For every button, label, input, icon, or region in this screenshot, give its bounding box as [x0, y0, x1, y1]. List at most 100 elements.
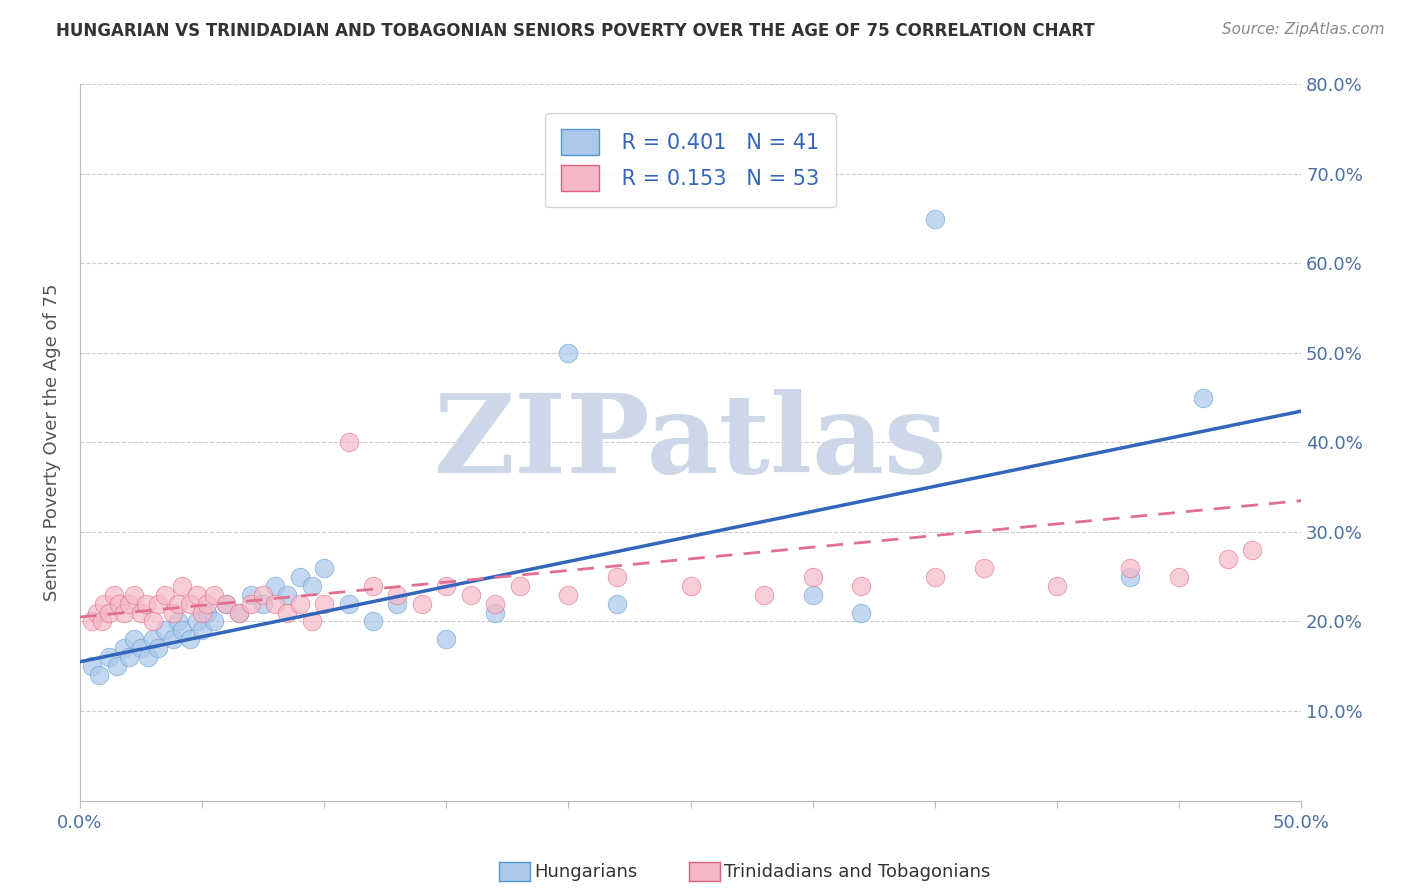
Point	[98, 606, 121, 620]
Point	[86, 606, 108, 620]
Point	[252, 597, 274, 611]
Point	[90, 615, 112, 629]
Point	[484, 597, 506, 611]
Point	[276, 588, 298, 602]
Point	[801, 570, 824, 584]
Point	[122, 588, 145, 602]
Point	[679, 579, 702, 593]
Point	[301, 579, 323, 593]
Point	[191, 606, 214, 620]
Point	[129, 641, 152, 656]
Point	[924, 570, 946, 584]
Point	[337, 597, 360, 611]
Point	[301, 615, 323, 629]
Point	[228, 606, 250, 620]
Point	[314, 561, 336, 575]
Point	[264, 597, 287, 611]
Point	[1192, 391, 1215, 405]
Point	[509, 579, 531, 593]
Point	[361, 615, 384, 629]
Point	[129, 606, 152, 620]
Point	[162, 632, 184, 647]
Point	[112, 606, 135, 620]
Point	[276, 606, 298, 620]
Point	[215, 597, 238, 611]
Point	[146, 641, 169, 656]
Text: ZIPatlas: ZIPatlas	[434, 389, 948, 496]
Point	[172, 579, 194, 593]
Point	[1046, 579, 1069, 593]
Point	[166, 597, 188, 611]
Point	[103, 588, 125, 602]
Point	[179, 632, 201, 647]
Point	[801, 588, 824, 602]
Point	[1241, 542, 1264, 557]
Point	[93, 597, 115, 611]
Point	[252, 588, 274, 602]
Text: HUNGARIAN VS TRINIDADIAN AND TOBAGONIAN SENIORS POVERTY OVER THE AGE OF 75 CORRE: HUNGARIAN VS TRINIDADIAN AND TOBAGONIAN …	[56, 22, 1095, 40]
Point	[162, 606, 184, 620]
Point	[80, 659, 103, 673]
Point	[924, 211, 946, 226]
Point	[264, 579, 287, 593]
Point	[155, 624, 177, 638]
Point	[1119, 561, 1142, 575]
Point	[606, 570, 628, 584]
Point	[179, 597, 201, 611]
Point	[239, 588, 262, 602]
Point	[105, 659, 128, 673]
Point	[228, 606, 250, 620]
Point	[387, 588, 409, 602]
Point	[337, 435, 360, 450]
Point	[288, 597, 311, 611]
Point	[195, 597, 218, 611]
Text: Hungarians: Hungarians	[534, 863, 637, 881]
Text: Source: ZipAtlas.com: Source: ZipAtlas.com	[1222, 22, 1385, 37]
Point	[195, 606, 218, 620]
Y-axis label: Seniors Poverty Over the Age of 75: Seniors Poverty Over the Age of 75	[44, 284, 60, 601]
Point	[89, 668, 111, 682]
Point	[1216, 551, 1239, 566]
Point	[136, 650, 159, 665]
Point	[606, 597, 628, 611]
Point	[557, 346, 579, 360]
Point	[172, 624, 194, 638]
Point	[434, 632, 457, 647]
Point	[484, 606, 506, 620]
Point	[142, 615, 165, 629]
Point	[314, 597, 336, 611]
Point	[1119, 570, 1142, 584]
Point	[122, 632, 145, 647]
Point	[118, 597, 141, 611]
Point	[186, 588, 208, 602]
Point	[557, 588, 579, 602]
Point	[146, 597, 169, 611]
Point	[411, 597, 433, 611]
Point	[288, 570, 311, 584]
Point	[142, 632, 165, 647]
Point	[460, 588, 482, 602]
Text: Trinidadians and Tobagonians: Trinidadians and Tobagonians	[724, 863, 990, 881]
Point	[118, 650, 141, 665]
Point	[361, 579, 384, 593]
Point	[108, 597, 131, 611]
Point	[387, 597, 409, 611]
Point	[215, 597, 238, 611]
Point	[191, 624, 214, 638]
Point	[155, 588, 177, 602]
Point	[239, 597, 262, 611]
Point	[1168, 570, 1191, 584]
Point	[112, 641, 135, 656]
Point	[851, 606, 873, 620]
Point	[135, 597, 157, 611]
Point	[80, 615, 103, 629]
Point	[98, 650, 121, 665]
Point	[166, 615, 188, 629]
Point	[202, 588, 225, 602]
Point	[973, 561, 995, 575]
Point	[434, 579, 457, 593]
Point	[186, 615, 208, 629]
Point	[202, 615, 225, 629]
Legend:  R = 0.401   N = 41,  R = 0.153   N = 53: R = 0.401 N = 41, R = 0.153 N = 53	[544, 112, 837, 207]
Point	[752, 588, 775, 602]
